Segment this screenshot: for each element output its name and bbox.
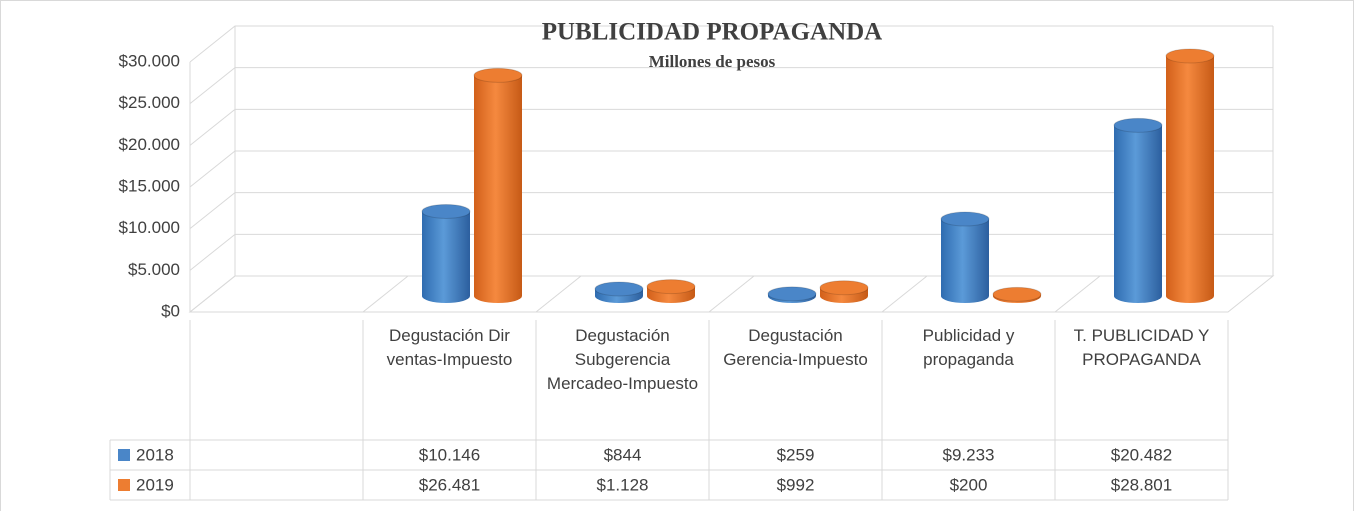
y-tick-label: $20.000	[119, 135, 180, 154]
floor-divider	[881, 275, 928, 313]
table-value: $1.128	[597, 475, 649, 494]
category-label: Degustación Gerencia-Impuesto	[723, 326, 868, 369]
bar-body	[1114, 125, 1162, 296]
bar	[1113, 117, 1163, 303]
bar-body	[941, 219, 989, 296]
bar	[992, 286, 1042, 303]
grid-line	[189, 150, 1273, 188]
y-tick-label: $25.000	[119, 93, 180, 112]
chart-subtitle: Millones de pesos	[649, 52, 776, 71]
bar	[473, 67, 523, 303]
bar	[819, 280, 869, 303]
floor-divider	[1054, 275, 1101, 313]
bar	[646, 279, 696, 303]
grid-line	[189, 67, 1273, 105]
table-value: $28.801	[1111, 475, 1172, 494]
bar-top	[594, 281, 644, 297]
table-value: $200	[950, 475, 988, 494]
grid-line	[189, 25, 1273, 63]
bar	[767, 286, 817, 303]
floor-divider	[535, 275, 582, 313]
bar-top	[421, 203, 471, 219]
floor-divider	[708, 275, 755, 313]
bar-top	[1113, 117, 1163, 133]
grid-line	[189, 192, 1273, 230]
chart-title: PUBLICIDAD PROPAGANDA	[542, 19, 883, 46]
bar	[940, 211, 990, 303]
grid-line	[189, 233, 1273, 271]
table-value: $259	[777, 445, 815, 464]
category-label: Publicidad y propaganda	[922, 326, 1015, 369]
table-value: $20.482	[1111, 445, 1172, 464]
y-tick-label: $5.000	[128, 260, 180, 279]
bar	[1165, 48, 1215, 303]
grid-line	[189, 108, 1273, 146]
bar-top	[1165, 48, 1215, 64]
legend-key	[118, 449, 130, 461]
table-value: $10.146	[419, 445, 480, 464]
bar	[594, 281, 644, 303]
table-value: $992	[777, 475, 815, 494]
bar-top	[767, 286, 817, 302]
table-value: $9.233	[943, 445, 995, 464]
bar-body	[474, 75, 522, 296]
category-label: Degustación Subgerencia Mercadeo-Impuest…	[546, 326, 699, 393]
bar-top	[992, 286, 1042, 302]
category-label: Degustación Dir ventas-Impuesto	[386, 326, 513, 369]
bar-top	[819, 280, 869, 296]
y-tick-label: $10.000	[119, 218, 180, 237]
y-tick-label: $30.000	[119, 51, 180, 70]
category-label: T. PUBLICIDAD Y PROPAGANDA	[1073, 326, 1210, 369]
bar-top	[646, 279, 696, 295]
bar-top	[473, 67, 523, 83]
legend-key	[118, 479, 130, 491]
y-tick-label: $15.000	[119, 176, 180, 195]
bar-body	[1166, 55, 1214, 296]
floor-divider	[362, 275, 409, 313]
y-tick-label: $0	[161, 301, 180, 320]
legend-label: 2018	[136, 445, 174, 464]
table-value: $26.481	[419, 475, 480, 494]
bar-top	[940, 211, 990, 227]
bar-body	[422, 211, 470, 296]
legend-label: 2019	[136, 475, 174, 494]
bar	[421, 203, 471, 303]
table-value: $844	[604, 445, 642, 464]
